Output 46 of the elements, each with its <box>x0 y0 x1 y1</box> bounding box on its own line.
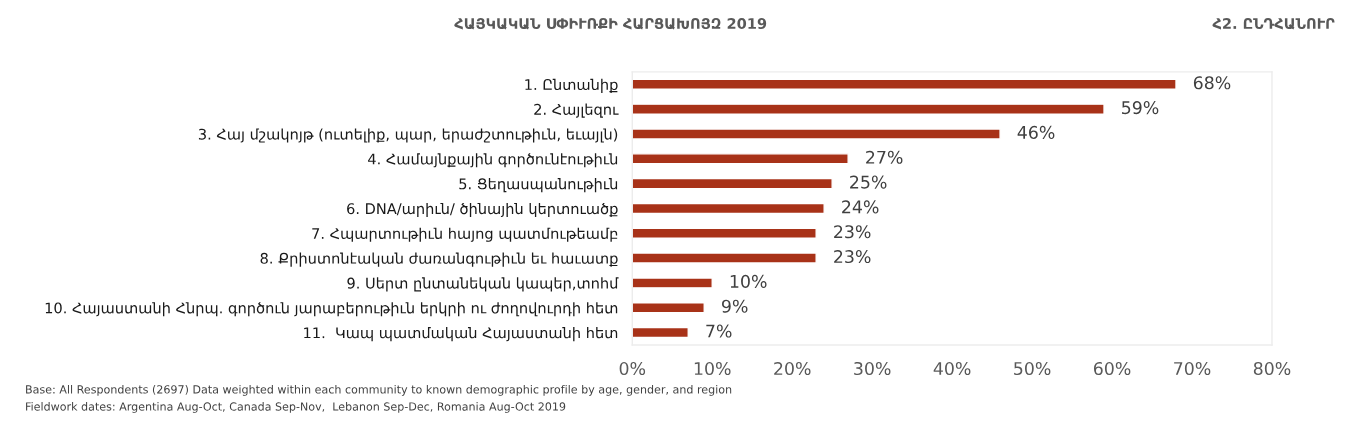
bar <box>632 177 833 190</box>
y-tick-label: 2. Հայլեզու <box>534 103 619 118</box>
bar <box>632 153 849 165</box>
x-tick-label: 50% <box>1014 361 1051 376</box>
data-label: 7% <box>706 324 732 338</box>
x-tick-label: 40% <box>933 361 971 376</box>
y-tick-label: 3. Հայ մշակոյթ (ուտելիք, պար, երաժշտութիւն, եւայլն) <box>198 128 618 143</box>
bar <box>632 252 817 264</box>
x-tick-label: 20% <box>774 361 811 376</box>
x-tick-label: 0% <box>619 361 646 376</box>
y-tick-label: 9. Սերտ ընտանեկան կապեր,տոհմ <box>347 277 619 292</box>
chart-title: ՀԱՅԿԱԿԱՆ ՍՓԻՒՌՔԻ ՀԱՐՑԱԽՈՅԶ 2019 <box>454 18 767 30</box>
data-label: 23% <box>834 249 871 264</box>
text: Base: All Respondents (2697) Data weighted within each community to known demographic profile by age, gender, and region <box>26 384 732 396</box>
y-tick-label: 11. Կապ պատմական Հայաստանի հետ <box>304 327 618 342</box>
x-tick-label: 60% <box>1093 361 1131 376</box>
y-tick-label: 10. Հայաստանի Հնրպ. գործուն յարաբերութիւն երկրի ու ժողովուրդի հետ <box>45 302 618 317</box>
bar <box>632 302 705 314</box>
y-tick-label: 4. Համայնքային գործունէութիւն <box>368 153 618 168</box>
x-tick-label: 70% <box>1174 361 1211 376</box>
data-label: 9% <box>721 299 748 313</box>
data-label: 68% <box>1193 76 1231 90</box>
bar <box>632 326 689 339</box>
y-tick-label: 8. Քրիստոնէական ժառանգութիւն եւ հաւատք <box>260 252 618 267</box>
data-label: 23% <box>834 225 871 239</box>
x-tick-label: 10% <box>694 361 731 376</box>
bar <box>632 277 713 289</box>
data-label: 27% <box>866 150 903 164</box>
data-label: 46% <box>1017 125 1055 139</box>
x-tick-label: 30% <box>854 361 891 376</box>
data-label: 25% <box>850 175 887 189</box>
y-tick-label: 5. Ցեղասպանութիւն <box>459 178 618 193</box>
bar <box>632 227 817 239</box>
x-tick-label: 80% <box>1253 361 1291 376</box>
y-tick-label: 6. DNA/արիւն/ ծինային կերտուածք <box>347 202 618 218</box>
bar <box>632 128 1001 140</box>
text: Fieldwork dates: Argentina Aug-Oct, Canada Sep-Nov, Lebanon Sep-Dec, Romania Aug-Oct 2019 <box>26 402 566 413</box>
y-tick-label: 1. Ընտանիք <box>525 78 618 93</box>
data-label: 10% <box>730 274 767 288</box>
chart-subtitle: Հ2. ԸՆԴՀԱՆՈՒՐ <box>1212 18 1335 30</box>
data-label: 24% <box>842 200 879 214</box>
bar <box>632 78 1177 90</box>
bar <box>632 103 1105 115</box>
data-label: 59% <box>1122 101 1159 115</box>
bar <box>632 202 825 215</box>
y-tick-label: 7. Հպարտութիւն հայոց պատմութեամբ <box>312 227 618 242</box>
